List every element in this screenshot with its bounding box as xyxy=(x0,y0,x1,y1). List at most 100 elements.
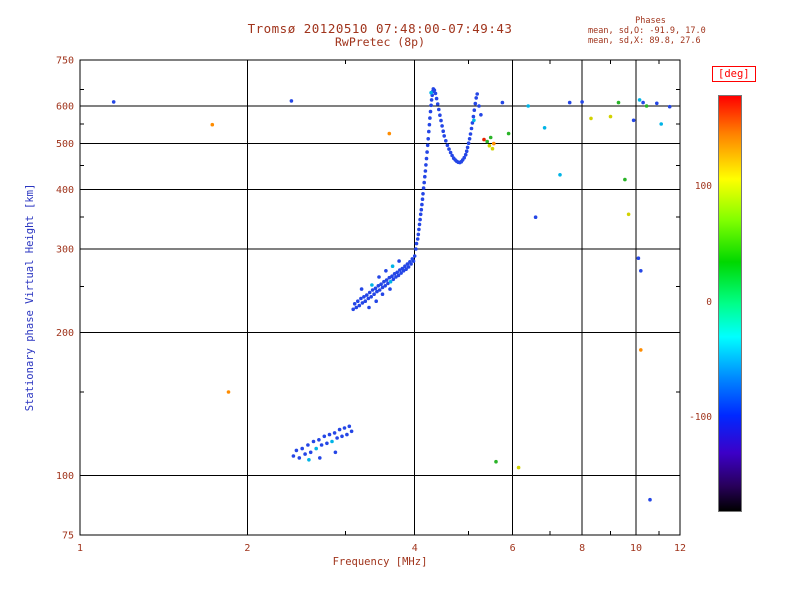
echo-point xyxy=(367,305,371,310)
echo-point xyxy=(388,279,393,284)
echo-point xyxy=(418,212,423,217)
echo-point xyxy=(404,267,408,272)
echo-point xyxy=(352,302,357,306)
y-tick-label: 400 xyxy=(56,185,74,196)
echo-point xyxy=(345,432,349,437)
echo-point xyxy=(351,307,356,312)
echo-point xyxy=(319,443,324,447)
y-axis-label: Stationary phase Virtual Height [km] xyxy=(24,183,36,412)
echo-point xyxy=(325,441,329,446)
echo-point xyxy=(322,434,327,439)
echo-point xyxy=(337,427,342,432)
echo-point xyxy=(311,439,316,444)
echo-point xyxy=(433,91,438,96)
echo-point xyxy=(366,296,371,301)
echo-point xyxy=(526,104,530,108)
echo-point xyxy=(412,254,417,258)
echo-point xyxy=(418,217,422,222)
echo-point xyxy=(468,132,473,136)
echo-point xyxy=(616,100,621,105)
echo-point xyxy=(420,202,424,207)
echo-point xyxy=(406,265,411,269)
echo-point xyxy=(641,100,645,105)
echo-point xyxy=(445,143,450,148)
echo-point xyxy=(384,278,389,282)
echo-point xyxy=(375,289,379,294)
echo-point xyxy=(420,197,425,201)
echo-point xyxy=(533,215,538,219)
echo-point xyxy=(417,227,421,232)
echo-point xyxy=(416,232,421,237)
echo-point xyxy=(470,121,475,125)
y-tick-label: 100 xyxy=(56,471,74,482)
echo-point xyxy=(644,104,649,108)
echo-point xyxy=(437,107,441,112)
y-tick-label: 500 xyxy=(56,139,74,150)
echo-point xyxy=(377,288,382,292)
echo-point xyxy=(608,114,613,119)
echo-point xyxy=(360,301,365,305)
echo-point xyxy=(589,116,593,121)
echo-point xyxy=(477,104,481,108)
echo-point xyxy=(462,155,467,160)
echo-point xyxy=(429,103,433,108)
echo-point xyxy=(444,139,448,143)
echo-point xyxy=(303,452,307,456)
echo-point xyxy=(648,497,652,502)
plot-frame xyxy=(79,59,681,536)
echo-point xyxy=(439,118,443,123)
y-tick-label: 600 xyxy=(56,102,74,113)
echo-point xyxy=(317,438,321,442)
echo-point xyxy=(448,150,453,155)
echo-point xyxy=(314,446,319,451)
echo-point xyxy=(487,143,492,148)
echo-point xyxy=(631,118,636,123)
echo-point xyxy=(472,118,476,123)
echo-point xyxy=(308,450,313,455)
echo-point xyxy=(494,459,498,464)
phases-title: Phases xyxy=(635,16,666,26)
echo-point xyxy=(636,256,641,261)
x-tick-label: 2 xyxy=(244,543,250,554)
echo-point xyxy=(294,448,299,453)
echo-point xyxy=(362,295,366,299)
echo-point xyxy=(354,305,359,310)
echo-point xyxy=(403,264,407,269)
phases-annotation: Phases mean, sd,O: -91.9, 17.0 mean, sd,… xyxy=(588,16,713,46)
echo-point xyxy=(490,146,495,151)
echo-point xyxy=(426,137,431,141)
echo-point xyxy=(379,282,383,287)
echo-point xyxy=(442,134,447,138)
colorbar-tick--100: -100 xyxy=(689,411,712,423)
echo-point xyxy=(567,100,572,105)
echo-point xyxy=(667,104,672,109)
echo-point xyxy=(330,439,334,444)
echo-point xyxy=(396,273,401,278)
echo-point xyxy=(414,241,419,246)
x-tick-label: 6 xyxy=(510,543,516,554)
echo-point xyxy=(388,287,392,291)
echo-point xyxy=(428,116,432,120)
echo-point xyxy=(390,264,395,269)
echo-point xyxy=(425,150,429,154)
echo-point xyxy=(373,286,378,291)
echo-point xyxy=(473,101,478,106)
echo-point xyxy=(291,454,296,458)
echo-point xyxy=(427,122,432,127)
echo-point xyxy=(342,426,347,430)
echo-point xyxy=(327,432,332,437)
echo-point xyxy=(111,100,116,104)
echo-point xyxy=(392,272,397,276)
echo-point xyxy=(370,283,374,287)
echo-point xyxy=(365,293,369,297)
echo-point xyxy=(333,450,338,455)
echo-point xyxy=(419,207,424,212)
echo-point xyxy=(387,131,392,136)
echo-point xyxy=(347,424,352,429)
echo-point xyxy=(474,96,479,100)
echo-point xyxy=(447,147,451,151)
echo-point xyxy=(415,237,420,241)
echo-point xyxy=(423,174,427,179)
echo-point xyxy=(386,281,390,286)
